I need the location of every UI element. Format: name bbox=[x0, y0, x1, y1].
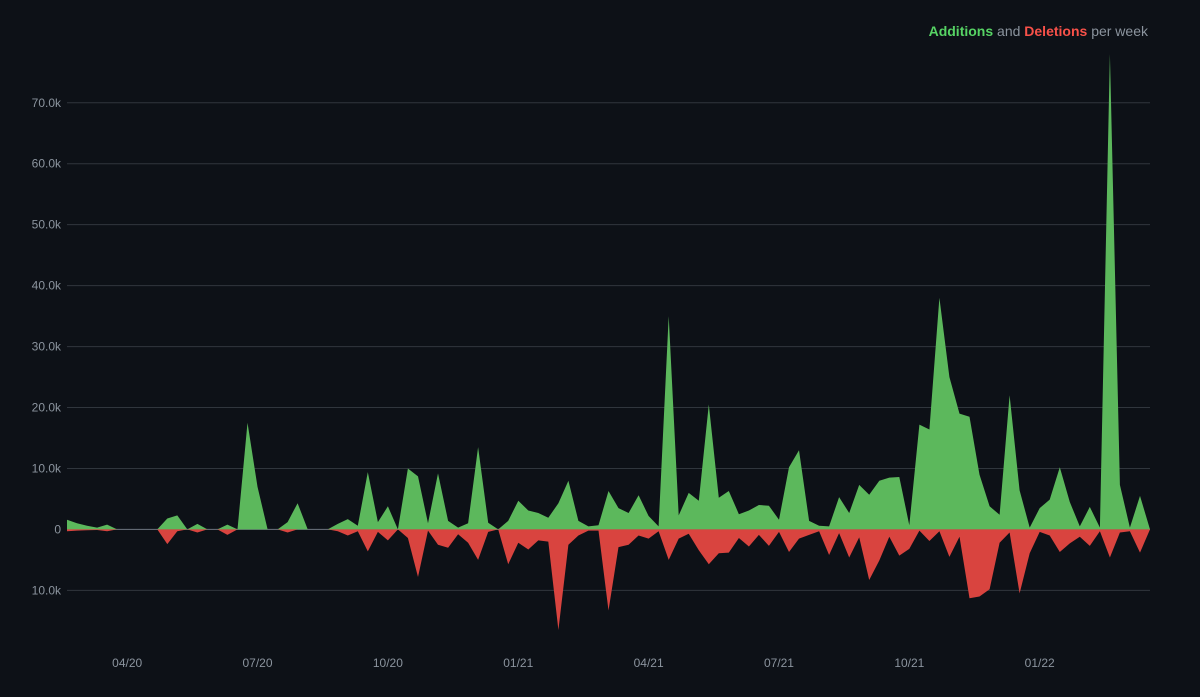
legend-suffix: per week bbox=[1091, 23, 1148, 39]
additions-area bbox=[67, 54, 1150, 530]
x-tick-label: 01/21 bbox=[503, 656, 533, 670]
x-tick-label: 04/21 bbox=[634, 656, 664, 670]
x-tick-label: 04/20 bbox=[112, 656, 142, 670]
y-tick-label: 20.0k bbox=[32, 401, 62, 415]
x-tick-label: 10/21 bbox=[894, 656, 924, 670]
x-tick-label: 07/20 bbox=[243, 656, 273, 670]
x-tick-label: 01/22 bbox=[1025, 656, 1055, 670]
chart-legend: Additions and Deletions per week bbox=[929, 23, 1148, 39]
y-tick-label: 50.0k bbox=[32, 218, 62, 232]
x-tick-label: 07/21 bbox=[764, 656, 794, 670]
y-tick-label: 60.0k bbox=[32, 157, 62, 171]
y-tick-label: 10.0k bbox=[32, 461, 62, 475]
y-tick-label: 10.0k bbox=[32, 583, 62, 597]
y-tick-label: 70.0k bbox=[32, 96, 62, 110]
legend-and: and bbox=[997, 23, 1021, 39]
y-tick-label: 0 bbox=[54, 522, 61, 536]
legend-deletions: Deletions bbox=[1024, 23, 1088, 39]
y-tick-label: 40.0k bbox=[32, 279, 62, 293]
legend-additions: Additions bbox=[928, 23, 994, 39]
x-tick-label: 10/20 bbox=[373, 656, 403, 670]
deletions-area bbox=[67, 529, 1150, 630]
y-tick-label: 30.0k bbox=[32, 340, 62, 354]
